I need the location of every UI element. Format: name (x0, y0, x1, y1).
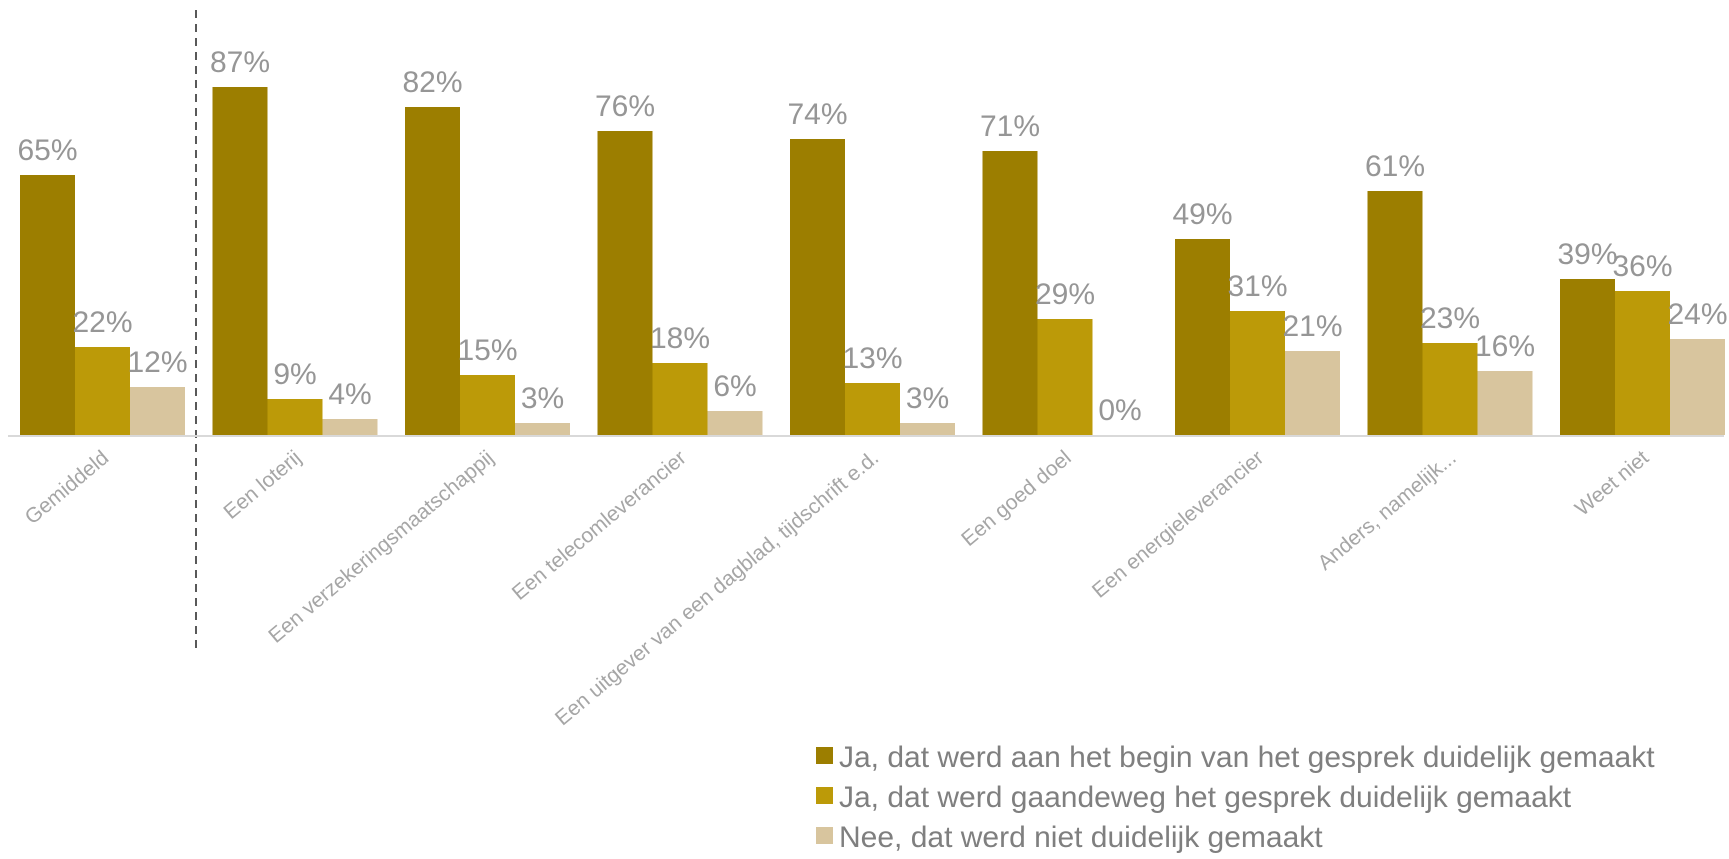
data-label-s1-c4: 76% (595, 90, 655, 123)
category-label-3: Een verzekeringsmaatschappij (264, 446, 498, 647)
data-label-s3-c5: 3% (906, 382, 949, 415)
legend-label-3: Nee, dat werd niet duidelijk gemaakt (839, 821, 1323, 854)
data-label-s2-c8: 23% (1420, 302, 1480, 335)
data-label-s2-c3: 15% (457, 334, 517, 367)
bar-s2-c5 (845, 383, 900, 435)
data-label-s1-c6: 71% (980, 110, 1040, 143)
legend-label-2: Ja, dat werd gaandeweg het gesprek duide… (839, 781, 1572, 814)
data-label-s1-c3: 82% (402, 66, 462, 99)
bar-s2-c9 (1615, 291, 1670, 435)
data-label-s3-c9: 24% (1667, 298, 1727, 331)
legend: Ja, dat werd aan het begin van het gespr… (816, 741, 1655, 854)
data-label-s3-c1: 12% (127, 346, 187, 379)
data-label-s3-c4: 6% (713, 370, 756, 403)
legend-swatch-1 (816, 747, 833, 764)
data-label-s3-c8: 16% (1475, 330, 1535, 363)
data-label-s1-c5: 74% (787, 98, 847, 131)
data-label-s2-c2: 9% (273, 358, 316, 391)
data-labels-group: 65%22%12%87%9%4%82%15%3%76%18%6%74%13%3%… (17, 46, 1727, 427)
data-label-s3-c6: 0% (1098, 394, 1141, 427)
category-label-7: Een energieleverancier (1088, 446, 1268, 602)
bar-s1-c4 (597, 131, 653, 435)
bar-s3-c1 (130, 387, 185, 435)
bar-s2-c6 (1037, 319, 1093, 435)
data-label-s2-c5: 13% (842, 342, 902, 375)
bar-s3-c4 (707, 411, 763, 435)
data-label-s2-c1: 22% (72, 306, 132, 339)
category-label-5: Een uitgever van een dagblad, tijdschrif… (551, 446, 883, 730)
data-label-s1-c2: 87% (210, 46, 270, 79)
bar-s3-c9 (1670, 339, 1725, 435)
category-label-6: Een goed doel (957, 446, 1076, 551)
data-label-s2-c7: 31% (1227, 270, 1287, 303)
data-label-s1-c7: 49% (1172, 198, 1232, 231)
category-label-4: Een telecomleverancier (508, 446, 691, 605)
bar-s2-c7 (1230, 311, 1285, 435)
bar-s1-c6 (982, 151, 1038, 435)
data-label-s3-c3: 3% (521, 382, 564, 415)
data-label-s2-c4: 18% (650, 322, 710, 355)
bar-s2-c3 (460, 375, 515, 435)
bar-s3-c3 (515, 423, 570, 435)
bar-s1-c7 (1175, 239, 1230, 435)
data-label-s2-c9: 36% (1612, 250, 1672, 283)
data-label-s1-c1: 65% (17, 134, 77, 167)
data-label-s3-c2: 4% (328, 378, 371, 411)
bar-s3-c5 (900, 423, 955, 435)
data-label-s2-c6: 29% (1035, 278, 1095, 311)
legend-swatch-3 (816, 827, 833, 844)
legend-label-1: Ja, dat werd aan het begin van het gespr… (839, 741, 1655, 774)
bar-s1-c8 (1367, 191, 1423, 435)
bar-s2-c2 (267, 399, 323, 435)
bar-s2-c1 (75, 347, 130, 435)
category-label-1: Gemiddeld (21, 446, 114, 529)
legend-swatch-2 (816, 787, 833, 804)
bar-s1-c1 (20, 175, 75, 435)
category-label-8: Anders, namelijk... (1314, 446, 1461, 575)
category-label-2: Een loterij (219, 446, 305, 524)
data-label-s1-c8: 61% (1365, 150, 1425, 183)
bars-group (20, 87, 1725, 435)
data-label-s1-c9: 39% (1557, 238, 1617, 271)
bar-s1-c3 (405, 107, 460, 435)
bar-s3-c8 (1477, 371, 1533, 435)
bar-s3-c7 (1285, 351, 1340, 435)
bar-s1-c5 (790, 139, 845, 435)
bar-s1-c2 (212, 87, 268, 435)
data-label-s3-c7: 21% (1282, 310, 1342, 343)
category-label-9: Weet niet (1571, 446, 1654, 521)
bar-s2-c8 (1422, 343, 1478, 435)
bar-s2-c4 (652, 363, 708, 435)
bar-s3-c2 (322, 419, 378, 435)
bar-s1-c9 (1560, 279, 1615, 435)
